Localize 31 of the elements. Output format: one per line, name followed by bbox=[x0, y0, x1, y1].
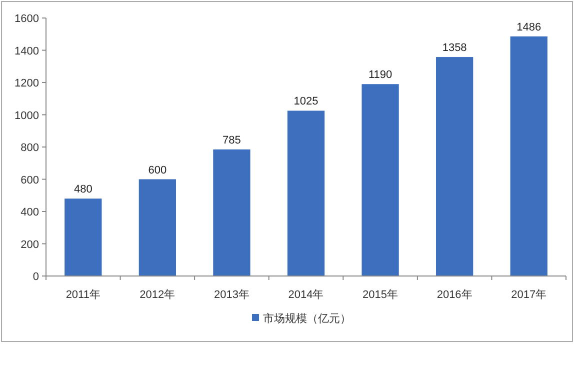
y-tick-label: 1200 bbox=[14, 78, 39, 90]
y-tick-label: 800 bbox=[20, 142, 39, 154]
bar bbox=[510, 36, 548, 276]
x-tick-label: 2011年 bbox=[66, 289, 100, 301]
data-label: 1358 bbox=[442, 42, 467, 54]
x-tick-label: 2012年 bbox=[140, 289, 176, 301]
x-tick-label: 2015年 bbox=[362, 289, 398, 301]
bar bbox=[64, 198, 102, 276]
bar bbox=[138, 179, 176, 276]
y-tick-label: 400 bbox=[20, 206, 39, 218]
y-tick-label: 0 bbox=[32, 271, 39, 283]
data-label: 600 bbox=[148, 164, 167, 176]
x-tick-label: 2016年 bbox=[436, 289, 472, 301]
data-label: 785 bbox=[222, 134, 241, 146]
data-label: 1025 bbox=[294, 96, 318, 108]
x-tick-label: 2017年 bbox=[511, 289, 547, 301]
bar bbox=[362, 84, 399, 276]
y-tick-label: 600 bbox=[20, 174, 39, 186]
data-label: 1190 bbox=[368, 69, 392, 82]
y-tick-label: 200 bbox=[20, 238, 39, 251]
y-tick-label: 1600 bbox=[14, 13, 39, 25]
y-tick-label: 1400 bbox=[14, 45, 39, 58]
bar bbox=[287, 110, 325, 276]
legend-label: 市场规模（亿元） bbox=[263, 312, 351, 325]
bar bbox=[213, 149, 250, 276]
data-label: 1486 bbox=[516, 21, 542, 34]
bar bbox=[436, 57, 474, 276]
data-label: 480 bbox=[74, 184, 92, 196]
x-tick-label: 2013年 bbox=[214, 289, 250, 301]
y-tick-label: 1000 bbox=[14, 110, 39, 122]
x-tick-label: 2014年 bbox=[288, 289, 324, 301]
